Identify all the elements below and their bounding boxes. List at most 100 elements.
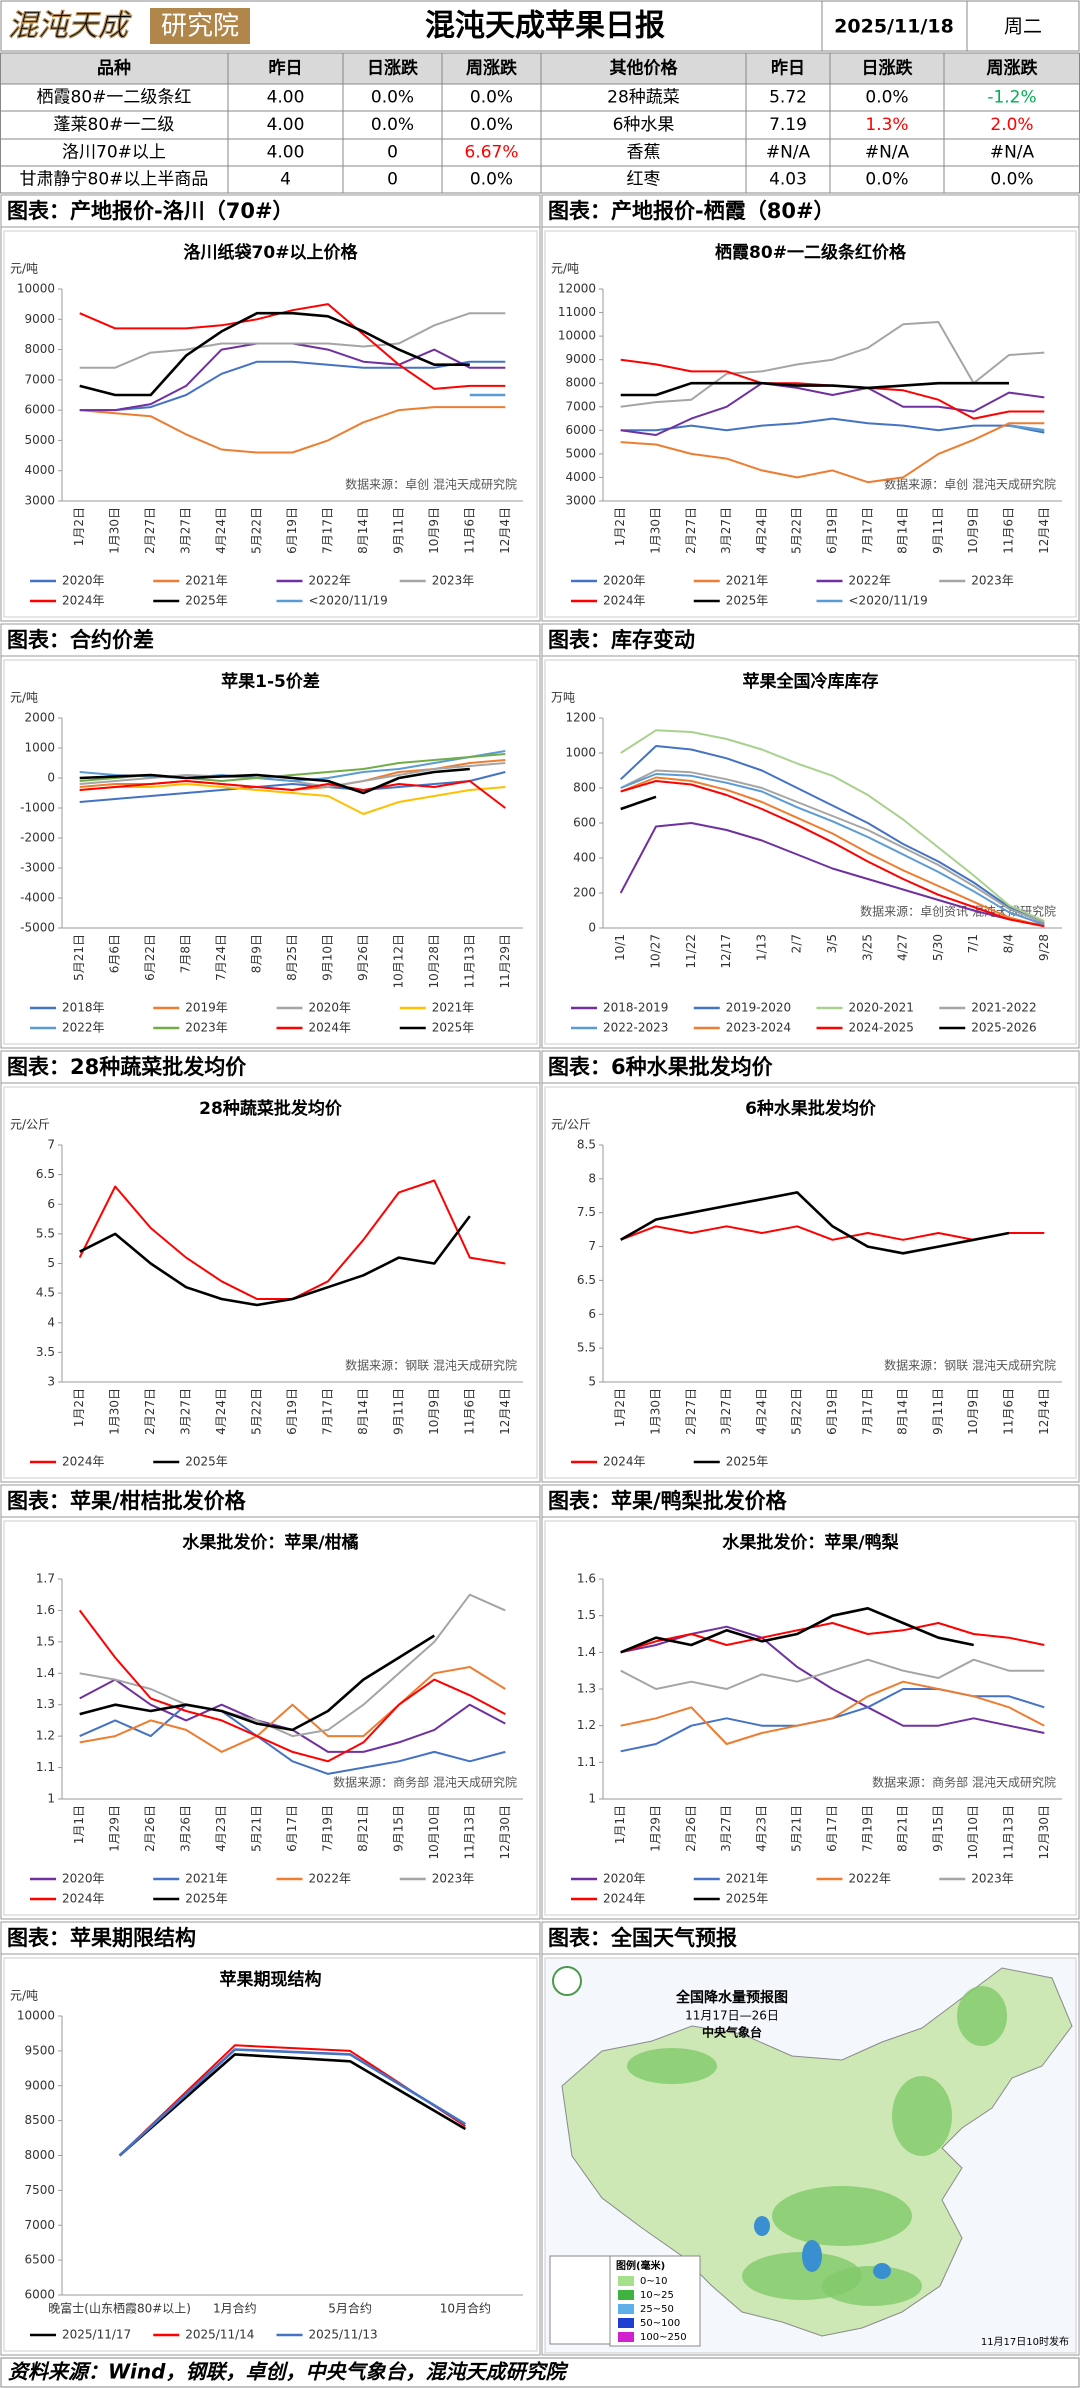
x-tick-label: 8月9日 xyxy=(250,934,264,973)
y-tick-label: 6000 xyxy=(24,403,55,417)
table-cell: 7.19 xyxy=(769,115,807,135)
legend-label: <2020/11/19 xyxy=(309,594,388,608)
y-tick-label: 7000 xyxy=(24,2218,55,2232)
x-tick-label: 7月17日 xyxy=(320,1388,334,1435)
y-tick-label: 1.4 xyxy=(577,1645,596,1659)
legend-label: 2024-2025 xyxy=(849,1021,914,1035)
x-tick-label: 12月30日 xyxy=(1037,1805,1051,1860)
y-tick-label: 6.5 xyxy=(36,1167,55,1181)
y-tick-label: 0 xyxy=(588,921,596,935)
panel-heading: 图表：6种水果批发均价 xyxy=(548,1055,774,1079)
x-tick-label: 7月19日 xyxy=(320,1805,334,1852)
y-tick-label: 6000 xyxy=(24,2288,55,2302)
table-header-cell: 其他价格 xyxy=(610,58,679,79)
series-line xyxy=(79,360,506,412)
table-header-cell: 昨日 xyxy=(269,58,303,79)
series-line xyxy=(79,783,506,815)
x-tick-label: 9月11日 xyxy=(931,507,945,554)
chart-title: 苹果全国冷库库存 xyxy=(743,671,879,692)
map-heavy-rain xyxy=(873,2263,891,2279)
x-tick-label: 2月26日 xyxy=(684,1805,698,1852)
table-header-cell: 昨日 xyxy=(771,58,805,79)
table-cell: #N/A xyxy=(865,143,910,163)
series-line xyxy=(79,312,506,369)
legend-label: 2024年 xyxy=(309,1021,352,1035)
legend-label: 2019-2020 xyxy=(726,1001,791,1015)
legend-label: 2020年 xyxy=(603,1872,646,1886)
x-tick-label: 7月17日 xyxy=(860,507,874,554)
x-tick-label: 3月27日 xyxy=(179,507,193,554)
y-axis-unit: 元/吨 xyxy=(10,691,38,705)
legend-label: 2018年 xyxy=(62,1001,105,1015)
map-legend-label: 25~50 xyxy=(640,2304,674,2315)
legend-label: 2018-2019 xyxy=(603,1001,668,1015)
legend-label: 2024年 xyxy=(603,594,646,608)
legend-label: 2025年 xyxy=(726,594,769,608)
x-tick-label: 9月15日 xyxy=(391,1805,405,1852)
x-tick-label: 8月25日 xyxy=(285,934,299,981)
legend-label: 2020年 xyxy=(62,574,105,588)
map-legend-title: 图例(毫米) xyxy=(616,2259,665,2272)
x-tick-label: 9月11日 xyxy=(391,507,405,554)
x-tick-label: 11月6日 xyxy=(1002,1388,1016,1435)
x-tick-label: 5月22日 xyxy=(790,507,804,554)
y-tick-label: 1000 xyxy=(565,746,596,760)
legend-label: 2021年 xyxy=(185,1872,228,1886)
y-tick-label: -2000 xyxy=(20,831,55,845)
panel-heading: 图表：产地报价-栖霞（80#） xyxy=(548,199,835,223)
series-line xyxy=(620,729,1045,922)
y-tick-label: 9000 xyxy=(24,312,55,326)
y-tick-label: 5.5 xyxy=(36,1226,55,1240)
x-tick-label: 1月1日 xyxy=(613,1805,627,1844)
x-tick-label: 11月13日 xyxy=(1002,1805,1016,1860)
legend-label: 2020年 xyxy=(309,1001,352,1015)
table-header-bg xyxy=(0,53,1080,84)
logo-box xyxy=(150,8,250,44)
legend-label: 2025年 xyxy=(185,1455,228,1469)
table-cell: 0.0% xyxy=(990,170,1033,190)
series-line xyxy=(79,767,470,795)
x-tick-label: 1月2日 xyxy=(72,507,86,546)
x-tick-label: 5月合约 xyxy=(328,2301,372,2316)
x-tick-label: 9月11日 xyxy=(391,1388,405,1435)
legend-label: 2021年 xyxy=(726,574,769,588)
y-tick-label: 6 xyxy=(47,1197,55,1211)
x-tick-label: 12/17 xyxy=(719,934,733,969)
series-line xyxy=(79,780,506,809)
x-tick-label: 1月合约 xyxy=(213,2301,257,2316)
y-tick-label: 1.3 xyxy=(36,1697,55,1711)
series-line xyxy=(118,2053,467,2157)
table-cell: 4.03 xyxy=(769,170,807,190)
panel-heading: 图表：合约价差 xyxy=(7,628,154,652)
y-tick-label: 1000 xyxy=(24,741,55,755)
x-tick-label: 1月30日 xyxy=(648,507,662,554)
legend-label: 2022-2023 xyxy=(603,1021,668,1035)
y-tick-label: 1.1 xyxy=(577,1755,596,1769)
table-header-cell: 日涨跌 xyxy=(862,59,914,79)
legend-label: 2023年 xyxy=(432,1872,475,1886)
y-tick-label: 12000 xyxy=(558,282,596,296)
map-heavy-rain xyxy=(802,2240,822,2272)
legend-label: 2025年 xyxy=(432,1021,475,1035)
x-tick-label: 晚富士(山东栖霞80#以上) xyxy=(48,2301,191,2316)
y-axis-unit: 万吨 xyxy=(551,691,575,705)
y-tick-label: 4000 xyxy=(565,470,596,484)
panel-heading: 图表：产地报价-洛川（70#） xyxy=(7,199,294,223)
y-tick-label: 6500 xyxy=(24,2253,55,2267)
legend-label: 2024年 xyxy=(603,1892,646,1906)
chart-area xyxy=(544,230,1077,618)
map-period: 11月17日—26日 xyxy=(685,2009,779,2023)
y-tick-label: 600 xyxy=(573,816,596,830)
legend-label: 2019年 xyxy=(185,1001,228,1015)
y-axis-unit: 元/吨 xyxy=(10,262,38,276)
map-legend-label: 10~25 xyxy=(640,2290,674,2301)
x-tick-label: 7/1 xyxy=(966,934,980,953)
table-cell: 香蕉 xyxy=(627,143,661,163)
series-line xyxy=(78,1609,506,1763)
x-tick-label: 7月19日 xyxy=(860,1805,874,1852)
y-tick-label: 3.5 xyxy=(36,1345,55,1359)
legend-label: 2023-2024 xyxy=(726,1021,791,1035)
x-tick-label: 2月26日 xyxy=(143,1805,157,1852)
series-line xyxy=(620,381,1009,397)
x-tick-label: 1/13 xyxy=(754,934,768,961)
